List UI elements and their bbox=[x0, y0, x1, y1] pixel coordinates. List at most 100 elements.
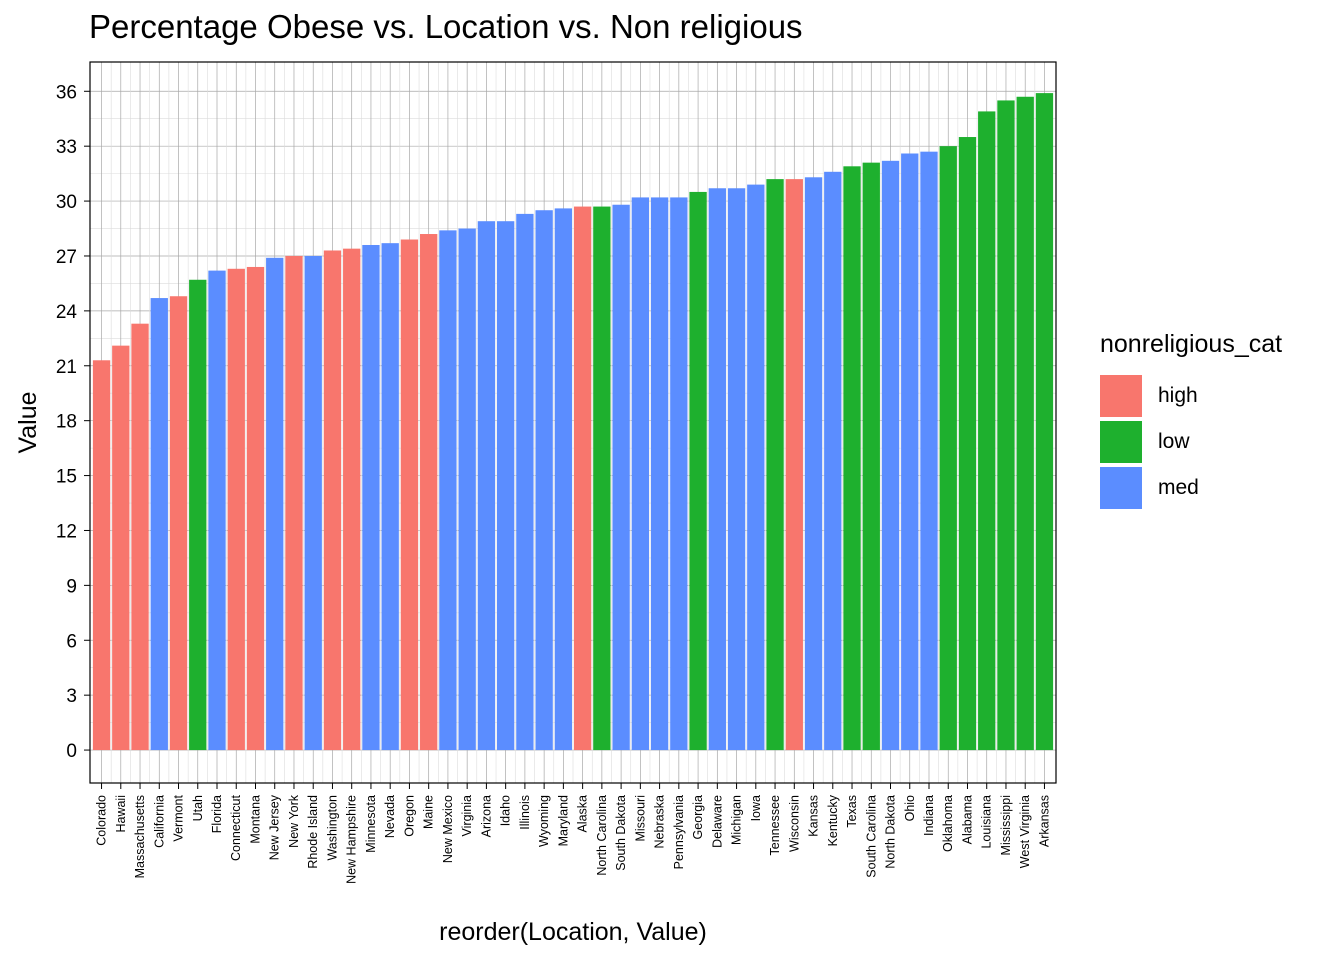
x-tick-label: Iowa bbox=[749, 795, 763, 821]
bar bbox=[708, 188, 726, 751]
x-tick-label: Montana bbox=[248, 795, 262, 844]
bar bbox=[554, 208, 573, 751]
bar bbox=[785, 179, 803, 751]
x-tick-label: Maine bbox=[422, 795, 436, 829]
x-tick-label: Delaware bbox=[710, 795, 724, 848]
bar bbox=[978, 111, 996, 751]
x-tick-label: North Dakota bbox=[884, 795, 898, 869]
bar bbox=[169, 296, 188, 751]
x-tick-label: New Hampshire bbox=[345, 795, 359, 884]
bar bbox=[670, 197, 688, 751]
bar bbox=[804, 177, 823, 751]
x-tick-label: South Dakota bbox=[614, 795, 628, 871]
x-tick-label: Pennsylvania bbox=[672, 795, 686, 869]
bar bbox=[901, 153, 919, 751]
y-tick-label: 36 bbox=[56, 82, 77, 103]
legend-label: low bbox=[1158, 430, 1190, 453]
bar bbox=[612, 204, 630, 751]
y-tick-label: 15 bbox=[56, 467, 77, 488]
x-tick-label: Wisconsin bbox=[787, 795, 801, 852]
bar bbox=[112, 345, 130, 751]
x-tick-label: North Carolina bbox=[595, 795, 609, 876]
bar bbox=[343, 248, 361, 751]
x-tick-label: Nebraska bbox=[653, 795, 667, 849]
x-tick-label: Connecticut bbox=[229, 794, 243, 861]
x-tick-label: Arizona bbox=[479, 795, 493, 837]
x-tick-label: Virginia bbox=[460, 795, 474, 837]
x-tick-label: Washington bbox=[325, 795, 339, 861]
x-tick-label: Michigan bbox=[730, 795, 744, 845]
x-tick-label: Mississippi bbox=[999, 795, 1013, 855]
bar bbox=[631, 197, 650, 751]
y-tick-label: 6 bbox=[66, 631, 77, 652]
bar bbox=[593, 206, 611, 751]
legend-swatch bbox=[1100, 467, 1142, 509]
bar bbox=[304, 255, 322, 751]
x-tick-label: Oklahoma bbox=[941, 795, 955, 852]
y-tick-label: 27 bbox=[56, 247, 77, 268]
legend-swatch bbox=[1100, 375, 1142, 417]
bar bbox=[439, 230, 457, 751]
x-tick-label: Alabama bbox=[960, 795, 974, 844]
x-tick-label: Alaska bbox=[576, 795, 590, 833]
x-tick-label: South Carolina bbox=[864, 795, 878, 878]
bar bbox=[997, 100, 1015, 751]
legend-swatch bbox=[1100, 421, 1142, 463]
bar bbox=[285, 255, 303, 751]
x-tick-label: Indiana bbox=[922, 795, 936, 836]
x-tick-label: Idaho bbox=[499, 795, 513, 826]
x-tick-label: New Jersey bbox=[268, 794, 282, 860]
bar bbox=[516, 213, 534, 751]
y-tick-label: 24 bbox=[56, 302, 78, 323]
x-tick-label: Georgia bbox=[691, 795, 705, 840]
legend-title: nonreligious_cat bbox=[1100, 330, 1283, 358]
x-axis-title: reorder(Location, Value) bbox=[439, 918, 707, 946]
x-tick-label: Texas bbox=[845, 795, 859, 828]
legend-item-high: high bbox=[1100, 373, 1282, 419]
x-tick-label: Nevada bbox=[383, 795, 397, 838]
x-tick-label: Tennessee bbox=[768, 795, 782, 856]
y-tick-label: 9 bbox=[66, 576, 77, 597]
bar bbox=[246, 266, 265, 751]
x-tick-label: California bbox=[152, 795, 166, 848]
chart-title: Percentage Obese vs. Location vs. Non re… bbox=[89, 8, 803, 45]
bar bbox=[843, 166, 861, 751]
y-axis-title: Value bbox=[14, 391, 42, 453]
bar bbox=[958, 137, 977, 751]
legend-item-med: med bbox=[1100, 465, 1282, 511]
bar bbox=[862, 162, 880, 751]
legend-item-low: low bbox=[1100, 419, 1282, 465]
bar bbox=[535, 210, 553, 751]
x-tick-label: Utah bbox=[191, 795, 205, 821]
x-tick-label: Florida bbox=[210, 795, 224, 833]
bar bbox=[189, 279, 207, 751]
x-tick-label: Minnesota bbox=[364, 795, 378, 853]
x-tick-label: Missouri bbox=[633, 795, 647, 842]
bar bbox=[881, 160, 900, 751]
bar bbox=[689, 191, 707, 751]
bar bbox=[400, 239, 419, 751]
bar bbox=[227, 268, 245, 751]
y-tick-label: 0 bbox=[66, 741, 77, 762]
bar bbox=[939, 146, 957, 751]
x-tick-label: Hawaii bbox=[114, 795, 128, 833]
bar bbox=[381, 243, 399, 751]
legend: nonreligious_cat high low med bbox=[1100, 330, 1282, 511]
bar bbox=[650, 197, 669, 751]
bar bbox=[150, 298, 168, 751]
x-tick-label: Louisiana bbox=[980, 795, 994, 849]
bar bbox=[458, 228, 476, 751]
x-tick-label: West Virginia bbox=[1018, 795, 1032, 868]
y-tick-label: 12 bbox=[56, 521, 77, 542]
legend-label: med bbox=[1158, 476, 1199, 499]
bar bbox=[496, 221, 515, 751]
bar bbox=[727, 188, 746, 751]
x-tick-label: Maryland bbox=[556, 795, 570, 846]
x-tick-label: New York bbox=[287, 794, 301, 848]
bar bbox=[766, 179, 784, 751]
bar bbox=[1016, 96, 1034, 751]
bar bbox=[747, 184, 765, 751]
y-tick-label: 3 bbox=[66, 686, 77, 707]
bar bbox=[1035, 93, 1054, 751]
